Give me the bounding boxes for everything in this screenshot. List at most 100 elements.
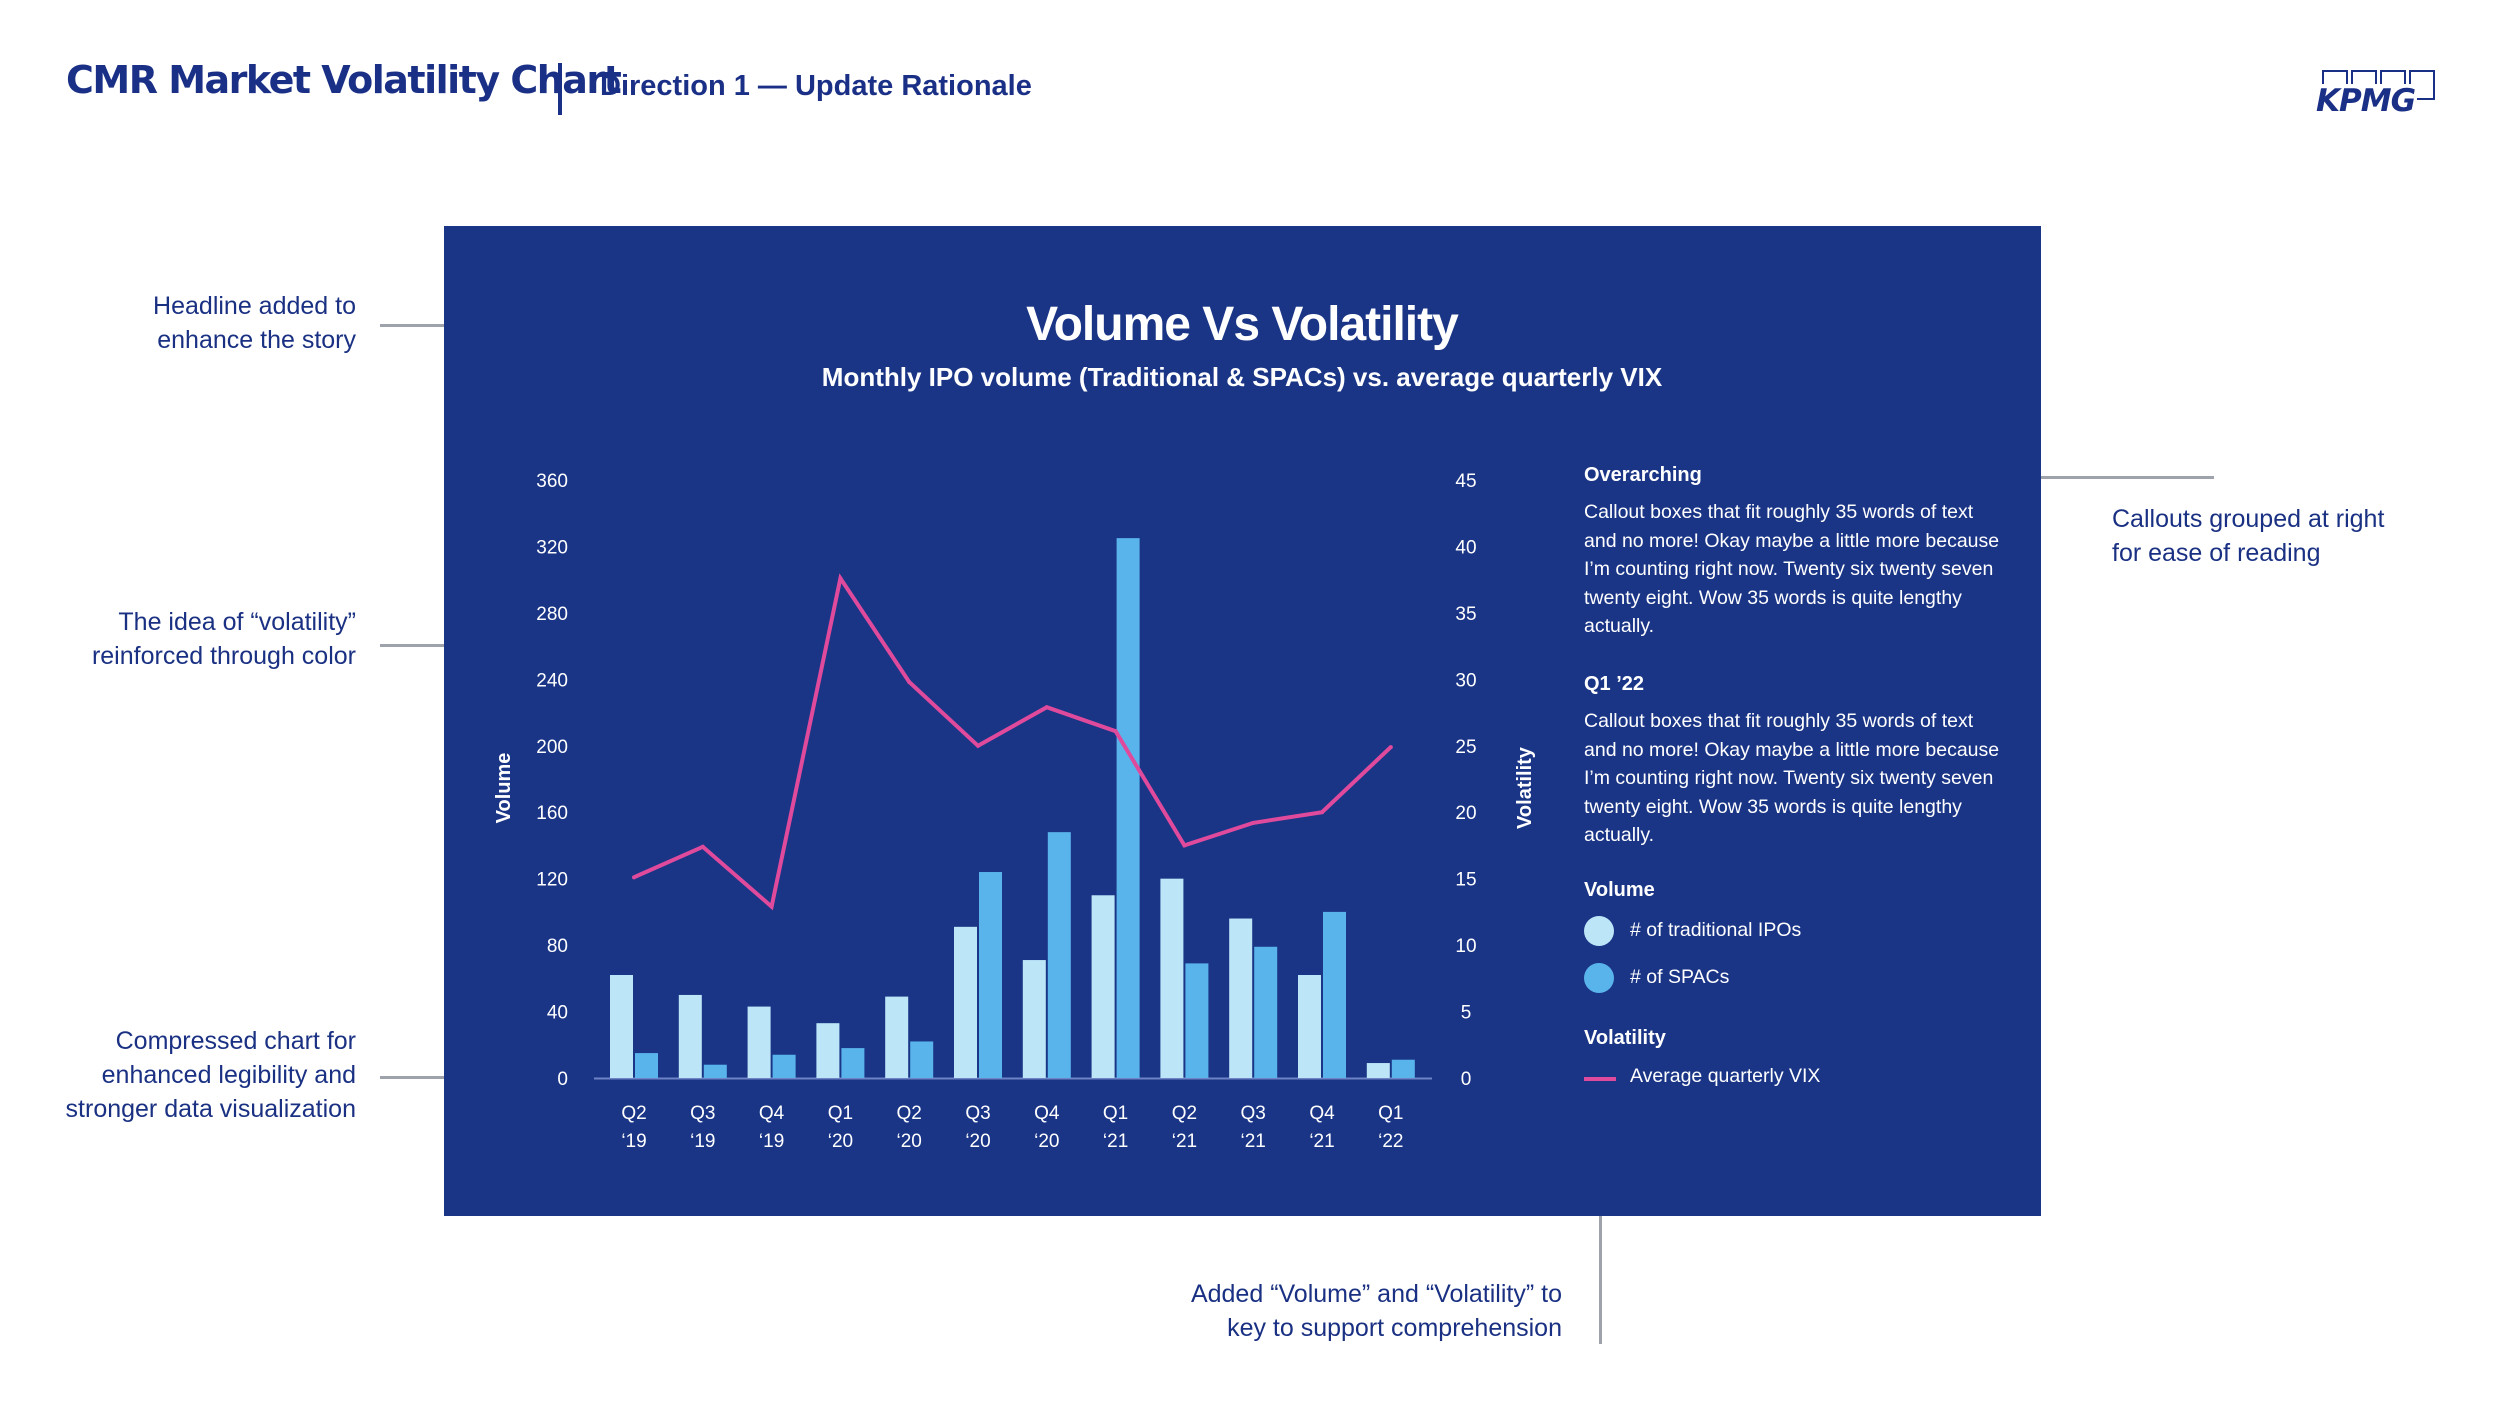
x-tick-label-year: ‘22 bbox=[1378, 1131, 1403, 1152]
chart-title: Volume Vs Volatility bbox=[1026, 298, 1459, 351]
bar-traditional-ipos bbox=[1022, 960, 1046, 1078]
bar-traditional-ipos bbox=[1160, 878, 1184, 1078]
annotation-line: key to support comprehension bbox=[1227, 1314, 1562, 1342]
annotation-line: Added “Volume” and “Volatility” to bbox=[1190, 1280, 1562, 1308]
bar-spacs bbox=[1047, 832, 1071, 1078]
bar-traditional-ipos bbox=[678, 994, 702, 1078]
bar-spacs bbox=[841, 1048, 865, 1078]
legend-spacs-label: # of SPACs bbox=[1630, 966, 1730, 988]
leader-line bbox=[1932, 476, 2214, 479]
x-tick-label: Q1 bbox=[828, 1103, 853, 1124]
chart-axes: 0 40 80 120 160 200 240 280 320 360 0 5 10 15 20 25 30 35… bbox=[493, 471, 1536, 1152]
y-tick-label: 320 bbox=[536, 537, 568, 558]
y2-tick-label: 40 bbox=[1455, 537, 1476, 558]
callout-body: Callout boxes that fit roughly 35 words … bbox=[1584, 710, 2000, 846]
chart-panel: Volume Vs Volatility Monthly IPO volume … bbox=[444, 226, 2041, 1216]
callout-title: Q1 ’22 bbox=[1584, 673, 1645, 695]
vix-point bbox=[1182, 843, 1187, 848]
legend-vix-label: Average quarterly VIX bbox=[1630, 1065, 1821, 1087]
annotation-line: Compressed chart for bbox=[115, 1027, 356, 1055]
bar-traditional-ipos bbox=[954, 926, 977, 1078]
annotation-line: The idea of “volatility” bbox=[118, 608, 356, 636]
chart-vix-line bbox=[632, 573, 1393, 911]
x-tick-label-year: ‘21 bbox=[1172, 1131, 1197, 1152]
y2-tick-label: 35 bbox=[1455, 604, 1476, 625]
vix-point bbox=[632, 875, 636, 880]
legend-traditional-label: # of traditional IPOs bbox=[1630, 919, 1802, 941]
y2-tick-label: 5 bbox=[1461, 1003, 1472, 1024]
logo-text: KPMG bbox=[2316, 83, 2418, 119]
bar-spacs bbox=[1391, 1059, 1415, 1078]
y2-tick-label: 0 bbox=[1461, 1069, 1472, 1090]
y-tick-label: 200 bbox=[536, 737, 568, 758]
x-tick-label-year: ‘20 bbox=[828, 1131, 853, 1152]
annotation-line: enhance the story bbox=[157, 326, 356, 354]
bar-spacs bbox=[1116, 538, 1140, 1078]
x-tick-label: Q4 bbox=[759, 1103, 785, 1124]
x-tick-label-year: ‘21 bbox=[1103, 1131, 1128, 1152]
title-divider bbox=[558, 63, 562, 115]
annotation-key: Added “Volume” and “Volatility” to key t… bbox=[1062, 1277, 1562, 1345]
y2-tick-label: 45 bbox=[1455, 471, 1476, 492]
annotation-headline: Headline added to enhance the story bbox=[0, 289, 356, 357]
x-tick-label: Q2 bbox=[1172, 1103, 1197, 1124]
x-tick-label-year: ‘20 bbox=[965, 1131, 990, 1152]
bar-traditional-ipos bbox=[610, 975, 633, 1078]
page-subtitle: Direction 1 — Update Rationale bbox=[600, 70, 1032, 102]
bar-spacs bbox=[910, 1041, 934, 1078]
page-title: CMR Market Volatility Chart bbox=[66, 58, 622, 102]
vix-point bbox=[700, 844, 705, 849]
y2-tick-label: 20 bbox=[1455, 803, 1476, 824]
chart-subtitle: Monthly IPO volume (Traditional & SPACs)… bbox=[822, 362, 1663, 392]
y-tick-label: 360 bbox=[536, 471, 568, 492]
annotation-volatility-color: The idea of “volatility” reinforced thro… bbox=[0, 605, 356, 673]
y2-tick-label: 15 bbox=[1455, 870, 1476, 891]
vix-point bbox=[1251, 820, 1256, 825]
y-tick-label: 240 bbox=[536, 670, 568, 691]
callout-title: Overarching bbox=[1584, 464, 1702, 486]
annotation-line: stronger data visualization bbox=[65, 1095, 356, 1123]
x-tick-label: Q1 bbox=[1378, 1103, 1403, 1124]
annotation-line: reinforced through color bbox=[91, 642, 356, 670]
x-tick-label: Q1 bbox=[1103, 1103, 1128, 1124]
vix-line bbox=[633, 573, 1393, 911]
x-tick-label-year: ‘21 bbox=[1309, 1131, 1334, 1152]
y2-tick-label: 30 bbox=[1455, 670, 1476, 691]
y-tick-label: 280 bbox=[536, 604, 568, 625]
x-tick-label: Q3 bbox=[965, 1103, 990, 1124]
callout-body: Callout boxes that fit roughly 35 words … bbox=[1584, 501, 2000, 637]
annotation-callouts: Callouts grouped at right for ease of re… bbox=[2112, 502, 2500, 570]
legend-volume-title: Volume bbox=[1584, 879, 1655, 901]
bar-spacs bbox=[635, 1053, 658, 1078]
y-tick-label: 80 bbox=[547, 936, 568, 957]
y-tick-label: 160 bbox=[536, 803, 568, 824]
legend-vix-line bbox=[1584, 1077, 1616, 1081]
vix-point bbox=[1044, 705, 1049, 710]
bar-traditional-ipos bbox=[1366, 1063, 1390, 1078]
x-tick-label-year: ‘20 bbox=[897, 1131, 922, 1152]
bar-spacs bbox=[1323, 911, 1346, 1078]
x-tick-label: Q2 bbox=[897, 1103, 922, 1124]
x-tick-label-year: ‘20 bbox=[1034, 1131, 1059, 1152]
bar-traditional-ipos bbox=[816, 1023, 840, 1078]
legend-volatility-title: Volatility bbox=[1584, 1027, 1666, 1049]
bar-spacs bbox=[703, 1064, 727, 1078]
annotation-compressed: Compressed chart for enhanced legibility… bbox=[0, 1024, 356, 1126]
bar-traditional-ipos bbox=[1298, 975, 1321, 1078]
x-tick-label: Q4 bbox=[1309, 1103, 1335, 1124]
y-axis-title: Volume bbox=[493, 753, 515, 824]
x-tick-label: Q3 bbox=[690, 1103, 715, 1124]
vix-point bbox=[1320, 810, 1324, 815]
bar-traditional-ipos bbox=[885, 996, 909, 1078]
chart-svg: Volume Vs Volatility Monthly IPO volume … bbox=[493, 298, 1663, 1152]
bar-traditional-ipos bbox=[1229, 918, 1253, 1078]
y-tick-label: 0 bbox=[557, 1069, 568, 1090]
vix-point bbox=[976, 743, 980, 748]
legend-traditional-swatch bbox=[1584, 916, 1614, 946]
x-tick-label-year: ‘21 bbox=[1241, 1131, 1266, 1152]
vix-point bbox=[769, 904, 774, 909]
annotation-line: Headline added to bbox=[153, 292, 356, 320]
bar-traditional-ipos bbox=[747, 1006, 771, 1078]
y2-tick-label: 10 bbox=[1455, 936, 1476, 957]
x-tick-label-year: ‘19 bbox=[759, 1131, 784, 1152]
